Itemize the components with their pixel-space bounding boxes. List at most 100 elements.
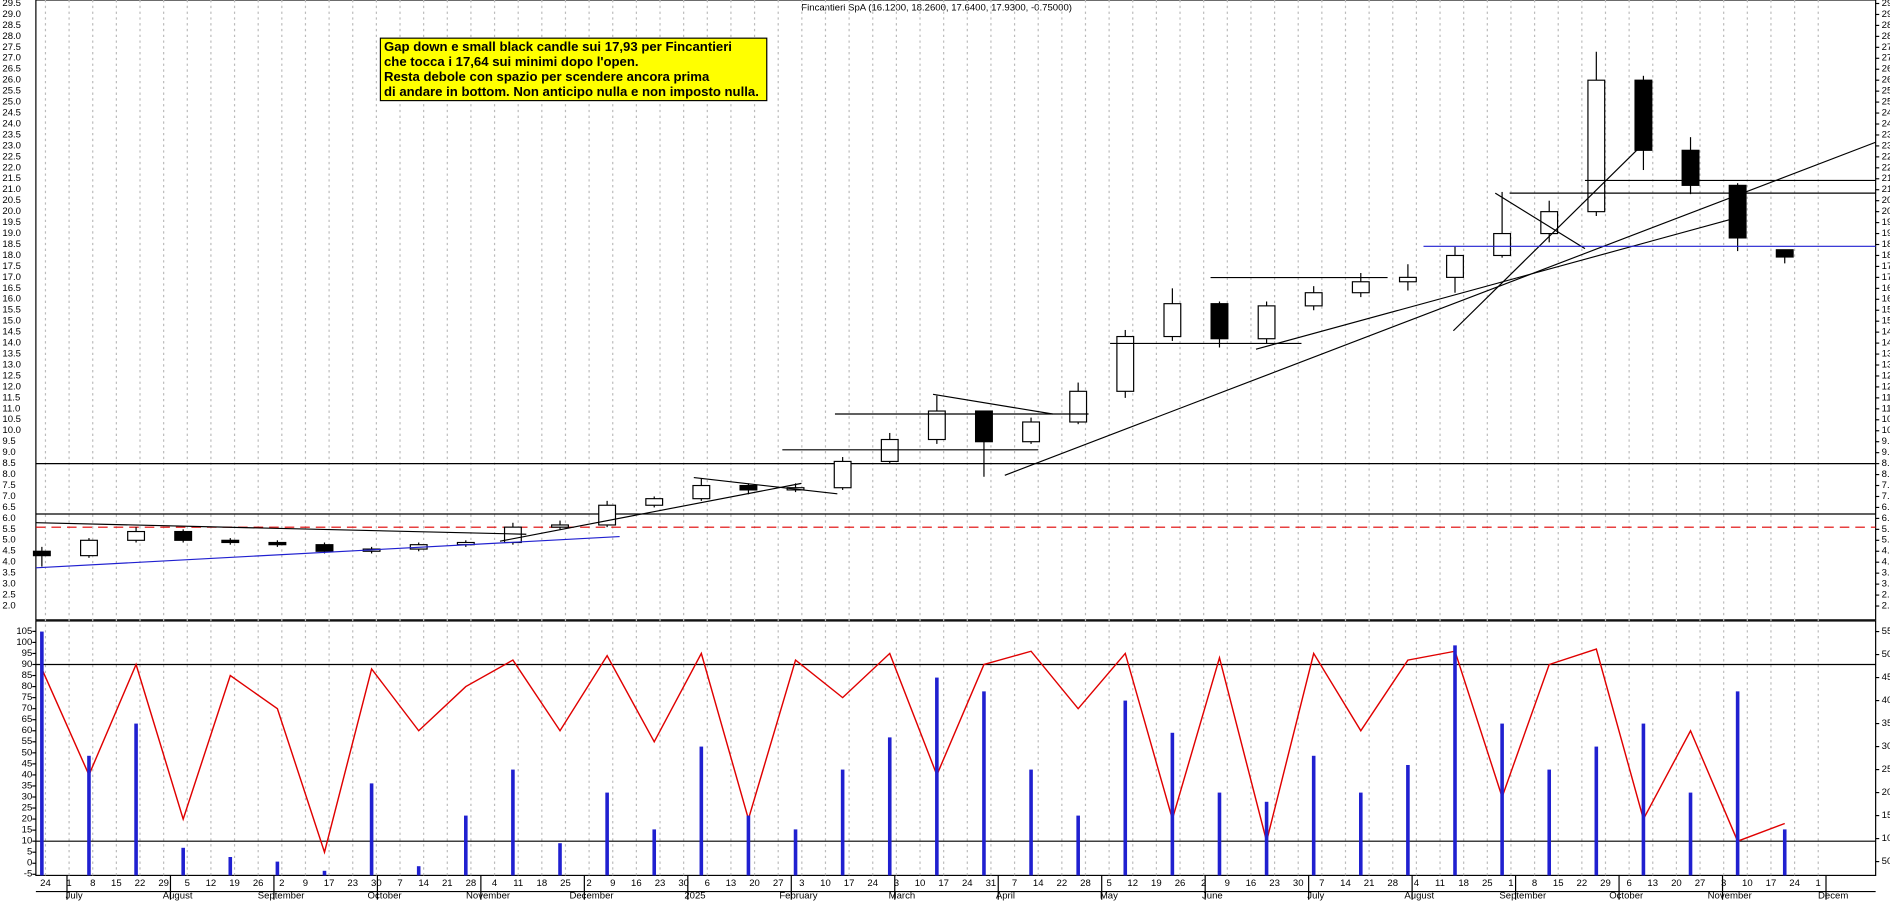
x-day-label: 18: [537, 877, 548, 888]
candle-body: [692, 484, 711, 500]
y-tick-label: 105: [16, 625, 32, 636]
y-tick-label: 25: [22, 802, 33, 813]
y-tick-label: 17.0: [2, 271, 21, 282]
x-day-label: 9: [610, 877, 615, 888]
oscillator-frame: [35, 620, 1877, 876]
y-tick-label: 8.5: [1882, 457, 1890, 468]
volume-bar: [1782, 829, 1787, 876]
x-day-label: 19: [229, 877, 240, 888]
volume-bar: [1358, 792, 1363, 876]
y-tick-label: 95: [22, 647, 33, 658]
volume-bar: [1453, 645, 1457, 876]
candle-body: [1540, 211, 1559, 235]
x-day-label: 7: [397, 877, 402, 888]
x-day-label: 17: [1766, 877, 1777, 888]
y-tick-label: 21.0: [2, 183, 21, 194]
y-tick-label: 22.0: [2, 161, 21, 172]
candle-body: [127, 530, 146, 541]
candle-body: [880, 438, 899, 463]
x-month-label: Decem: [1818, 890, 1848, 901]
y-tick-label: 15: [22, 824, 33, 835]
candle-body: [833, 460, 852, 489]
x-day-label: 4: [492, 877, 497, 888]
y-tick-label: 13.5: [1882, 348, 1890, 359]
candle-body: [1775, 249, 1794, 258]
candle-body: [1257, 305, 1276, 340]
y-tick-label: 11.5: [2, 391, 20, 402]
x-month-label: November: [466, 890, 510, 901]
x-day-label: 3: [1721, 877, 1726, 888]
y-tick-label: 7.0: [1882, 490, 1890, 501]
y-tick-label: 23.5: [2, 129, 21, 140]
x-day-label: 5: [1106, 877, 1111, 888]
y-tick-label: 28.0: [1882, 30, 1890, 41]
trendline: [1255, 214, 1747, 350]
x-day-label: 17: [844, 877, 855, 888]
volume-bar: [1735, 691, 1740, 876]
y-tick-label: 12.0: [2, 381, 21, 392]
y-tick-label: 65: [22, 713, 33, 724]
volume-bar: [840, 769, 845, 876]
y2-tick-label: 25000: [1882, 763, 1890, 774]
y-tick-label: 2.0: [1882, 600, 1890, 611]
y2-tick-label: 35000: [1882, 717, 1890, 728]
y2-tick-label: 30000: [1882, 740, 1890, 751]
candle-body: [1493, 232, 1512, 257]
volume-bar: [1217, 792, 1222, 876]
y-tick-label: 11.0: [1882, 402, 1890, 413]
y-tick-label: 23.0: [2, 140, 21, 151]
y-tick-label: 7.0: [2, 490, 15, 501]
y-tick-label: 5.0: [1882, 534, 1890, 545]
annotation-box: [379, 37, 768, 102]
candle-body: [1728, 184, 1747, 239]
x-day-label: 6: [705, 877, 710, 888]
y-tick-label: 26.5: [2, 63, 21, 74]
y-tick-label: 70: [22, 702, 33, 713]
y-tick-label: 8.0: [2, 468, 15, 479]
y2-tick-label: 45000: [1882, 671, 1890, 682]
x-day-label: 31: [986, 877, 997, 888]
y-tick-label: 100: [16, 636, 32, 647]
annotation-line: Gap down e small black candle sui 17,93 …: [384, 39, 732, 54]
annotation-line: che tocca i 17,64 sui minimi dopo l'open…: [384, 54, 639, 69]
y-tick-label: 13.0: [1882, 359, 1890, 370]
y-tick-label: 29.0: [2, 8, 21, 19]
trendline: [1452, 136, 1652, 332]
candle-body: [1116, 335, 1135, 392]
candle-body: [1351, 281, 1370, 294]
candle-body: [32, 550, 51, 557]
y-tick-label: 15.0: [1882, 315, 1890, 326]
x-day-label: 23: [1269, 877, 1280, 888]
volume-bar: [1170, 732, 1175, 876]
y-tick-label: 15.5: [1882, 304, 1890, 315]
y-tick-label: 26.0: [2, 74, 21, 85]
y-tick-label: 21.0: [1882, 183, 1890, 194]
y-tick-label: 85: [22, 669, 33, 680]
x-day-label: 26: [253, 877, 264, 888]
y-tick-label: 22.5: [2, 150, 21, 161]
x-day-label: 22: [1577, 877, 1588, 888]
y-tick-label: 19.5: [1882, 216, 1890, 227]
y-tick-label: 20: [22, 813, 33, 824]
x-day-label: 11: [1435, 877, 1445, 888]
volume-bar: [181, 847, 185, 876]
trendline: [1494, 192, 1586, 250]
x-month-label: September: [1499, 890, 1546, 901]
y-tick-label: 13.5: [2, 348, 21, 359]
candle-body: [1069, 390, 1088, 423]
y-tick-label: 18.5: [2, 238, 21, 249]
y-tick-label: 9.5: [2, 435, 15, 446]
y-tick-label: 28.0: [2, 30, 21, 41]
x-day-label: 15: [1553, 877, 1564, 888]
y-tick-label: 9.5: [1882, 435, 1890, 446]
candle-body: [1587, 79, 1606, 213]
y-tick-label: 10.0: [1882, 424, 1890, 435]
x-day-label: 22: [1057, 877, 1068, 888]
x-day-label: 10: [820, 877, 831, 888]
x-day-label: 27: [1695, 877, 1706, 888]
y-tick-label: 4.5: [1882, 545, 1890, 556]
y-tick-label: 10.5: [1882, 413, 1890, 424]
x-day-label: 12: [1127, 877, 1138, 888]
y-tick-label: 9.0: [1882, 446, 1890, 457]
x-day-label: 1: [1816, 877, 1821, 888]
